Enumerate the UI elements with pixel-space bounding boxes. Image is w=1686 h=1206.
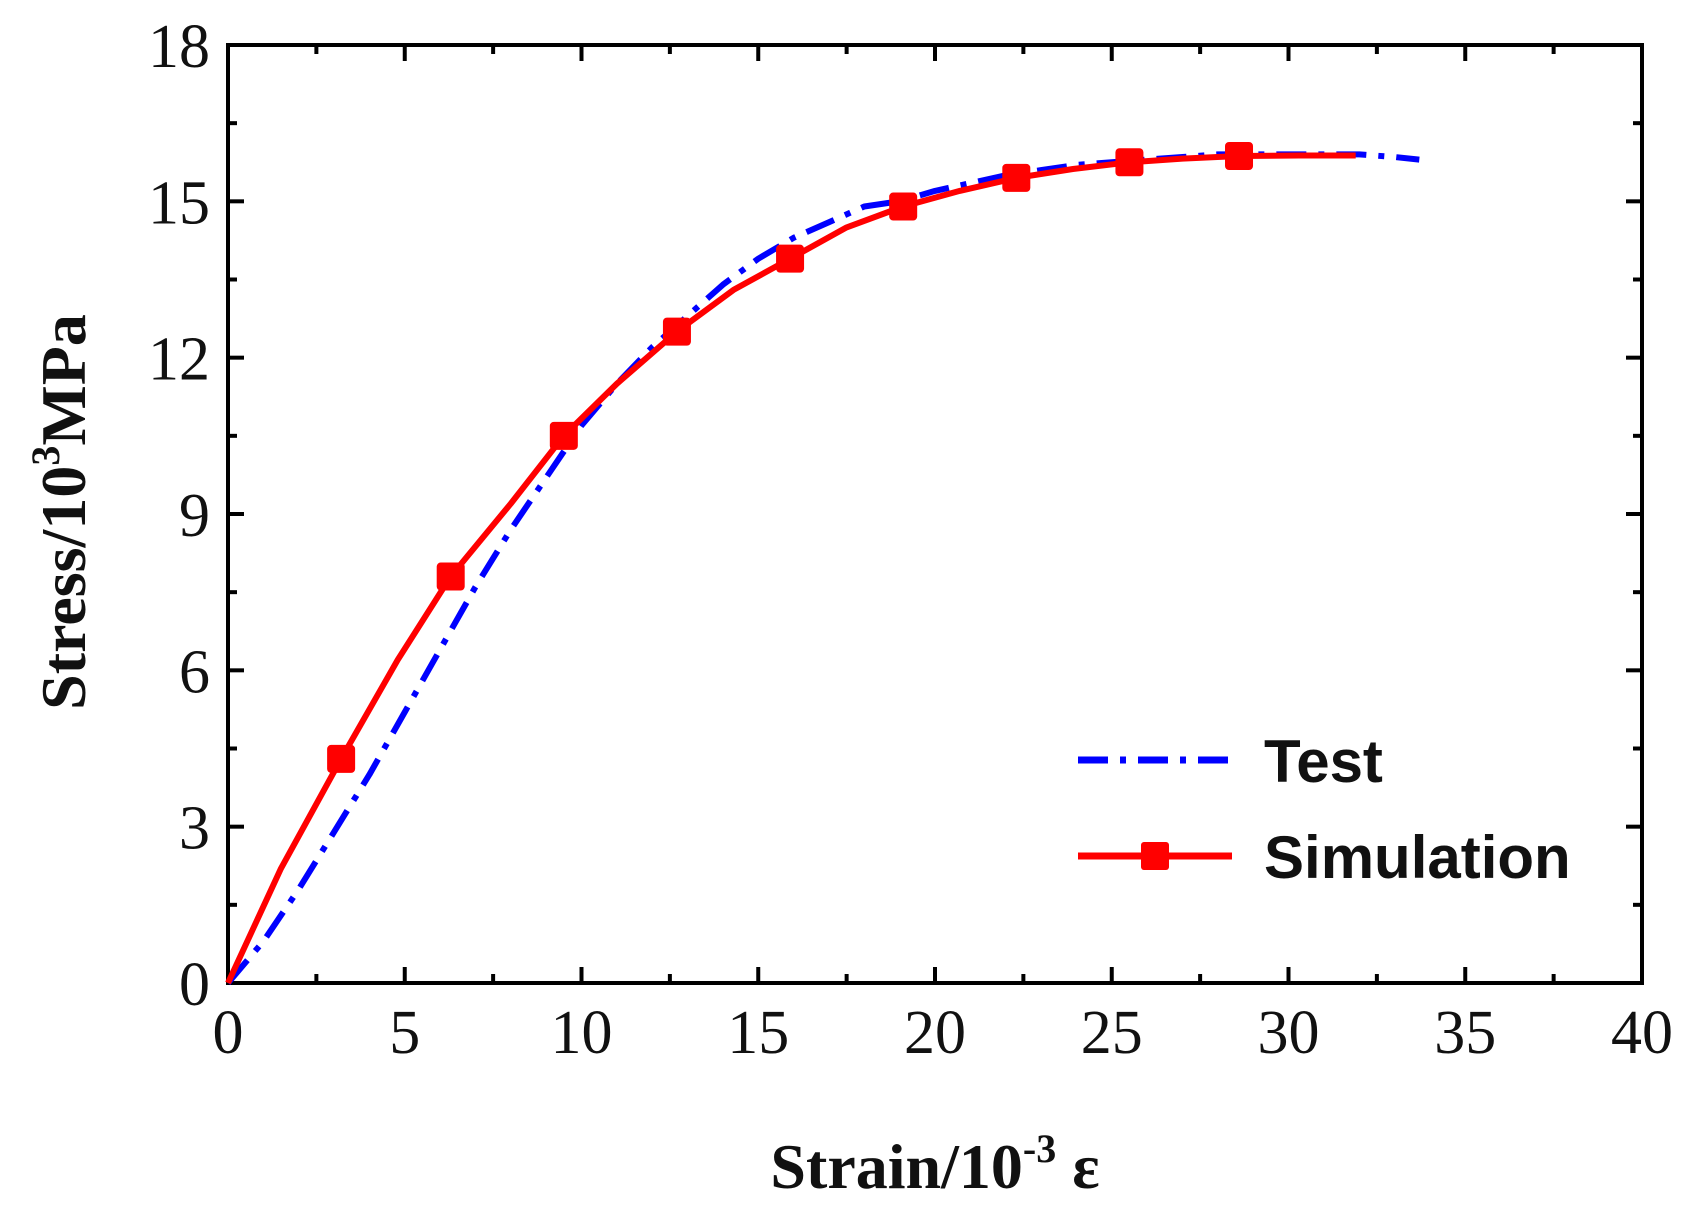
legend-simulation-label: Simulation [1264,824,1571,891]
x-tick-label: 30 [1258,999,1320,1067]
legend-test-label: Test [1264,728,1383,795]
simulation-point [776,244,805,273]
x-tick-label: 15 [727,999,789,1067]
x-tick-label: 20 [904,999,966,1067]
simulation-point [549,421,578,450]
plot-series [225,141,1420,985]
axes: 0 5 10 15 20 25 30 35 40 0 3 6 9 12 15 18 [148,13,1673,1067]
legend: Test Simulation [1078,728,1571,891]
y-axis-title: Stress/103MPa [23,314,99,710]
x-tick-label: 5 [389,999,420,1067]
simulation-point [662,317,691,346]
test-series-line [225,151,1420,985]
y-tick-label: 0 [179,951,210,1019]
y-tick-label: 12 [148,326,210,394]
y-tick-label: 6 [179,638,210,706]
x-axis-title: Strain/10-3 ε [770,1126,1099,1202]
simulation-point [889,192,918,221]
axis-titles: Strain/10-3 ε Stress/103MPa [23,314,1100,1202]
simulation-point [1002,163,1031,192]
x-tick-label: 10 [551,999,613,1067]
y-tick-label: 3 [179,795,210,863]
x-tick-label: 35 [1434,999,1496,1067]
y-tick-label: 15 [148,169,210,237]
simulation-point [436,562,465,591]
x-tick-label: 0 [213,999,244,1067]
simulation-point [327,744,356,773]
legend-simulation-marker [1141,842,1169,870]
simulation-point [1225,141,1254,170]
y-tick-label: 9 [179,482,210,550]
y-tick-label: 18 [148,13,210,81]
x-tick-label: 40 [1611,999,1673,1067]
simulation-point [1115,148,1144,177]
x-tick-label: 25 [1081,999,1143,1067]
